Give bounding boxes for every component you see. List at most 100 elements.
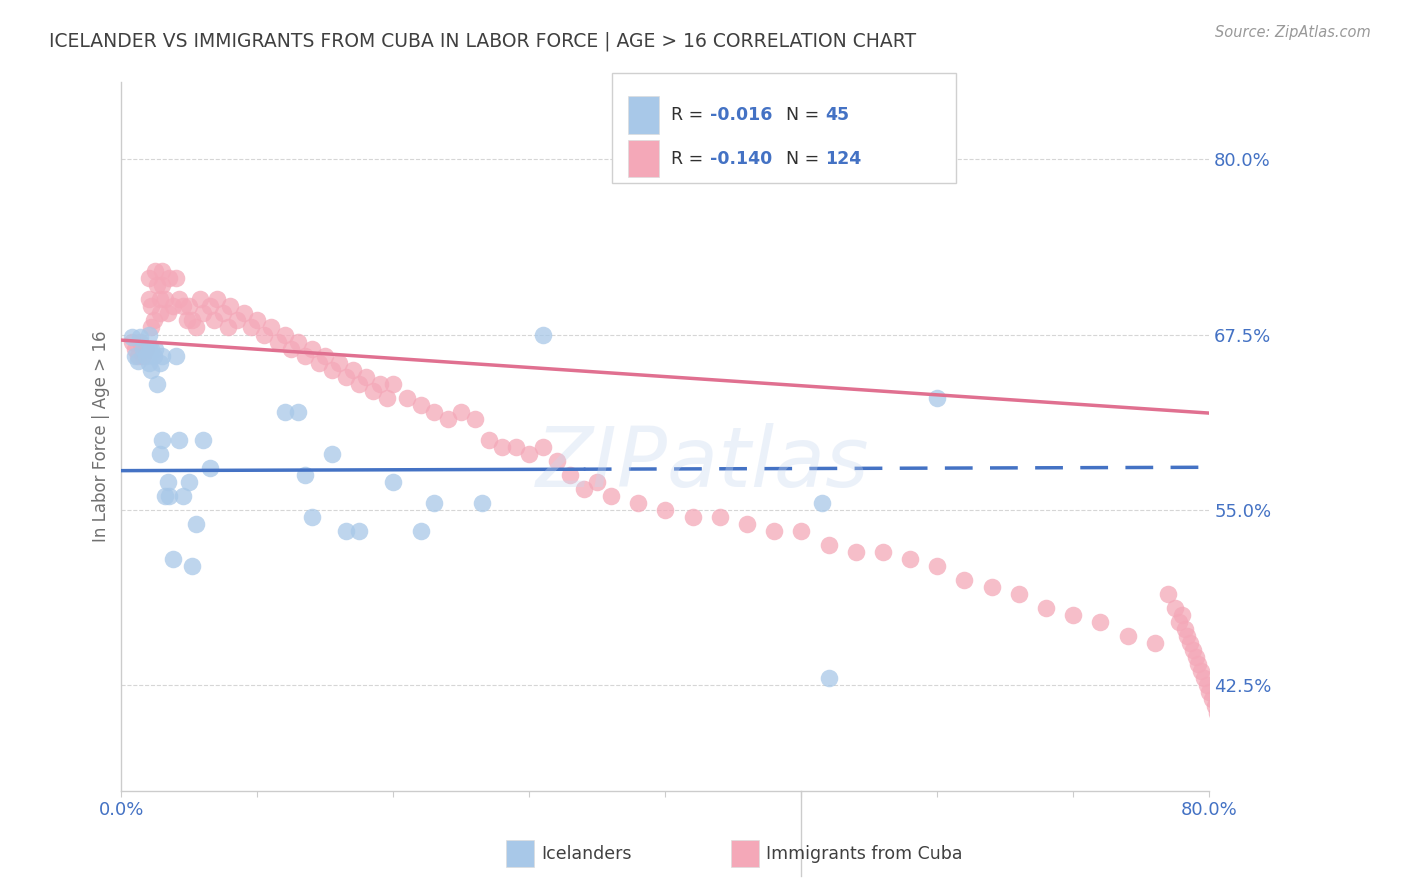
- Text: -0.140: -0.140: [710, 150, 772, 168]
- Point: [682, 510, 704, 524]
- Point: [1209, 714, 1232, 728]
- Point: [1184, 650, 1206, 665]
- Point: [735, 516, 758, 531]
- Point: [143, 313, 166, 327]
- Point: [301, 510, 323, 524]
- Point: [188, 293, 211, 307]
- Point: [121, 334, 143, 349]
- Point: [349, 524, 371, 538]
- Point: [423, 496, 446, 510]
- Point: [1220, 741, 1243, 756]
- Point: [165, 349, 187, 363]
- Point: [382, 475, 405, 489]
- Point: [167, 293, 190, 307]
- Point: [1215, 727, 1237, 741]
- Point: [314, 349, 336, 363]
- Point: [141, 300, 163, 314]
- Point: [505, 440, 527, 454]
- Point: [124, 342, 146, 356]
- Point: [477, 433, 499, 447]
- Point: [817, 671, 839, 685]
- Point: [267, 334, 290, 349]
- Point: [198, 460, 221, 475]
- Point: [423, 405, 446, 419]
- Point: [1233, 770, 1256, 784]
- Point: [179, 300, 201, 314]
- Point: [150, 349, 173, 363]
- Point: [294, 349, 316, 363]
- Point: [129, 334, 152, 349]
- Point: [409, 524, 432, 538]
- Point: [349, 376, 371, 391]
- Text: ZIPatlas: ZIPatlas: [536, 424, 870, 504]
- Point: [872, 545, 894, 559]
- Point: [212, 306, 235, 320]
- Text: R =: R =: [671, 106, 709, 124]
- Point: [148, 355, 170, 369]
- Point: [135, 349, 157, 363]
- Point: [156, 475, 179, 489]
- Point: [138, 355, 160, 369]
- Point: [1204, 699, 1226, 714]
- Point: [138, 271, 160, 285]
- Point: [471, 496, 494, 510]
- Y-axis label: In Labor Force | Age > 16: In Labor Force | Age > 16: [93, 331, 110, 542]
- Point: [186, 516, 208, 531]
- Point: [1192, 671, 1215, 685]
- Point: [980, 580, 1002, 594]
- Text: R =: R =: [671, 150, 709, 168]
- Point: [141, 320, 163, 334]
- Point: [600, 489, 623, 503]
- Point: [172, 489, 194, 503]
- Text: ICELANDER VS IMMIGRANTS FROM CUBA IN LABOR FORCE | AGE > 16 CORRELATION CHART: ICELANDER VS IMMIGRANTS FROM CUBA IN LAB…: [49, 31, 917, 51]
- Text: N =: N =: [786, 150, 825, 168]
- Point: [1222, 748, 1244, 763]
- Point: [817, 538, 839, 552]
- Point: [1062, 608, 1084, 623]
- Point: [127, 354, 149, 368]
- Point: [464, 411, 486, 425]
- Point: [260, 320, 283, 334]
- Point: [1164, 601, 1187, 615]
- Text: 45: 45: [825, 106, 849, 124]
- Point: [1090, 615, 1112, 630]
- Point: [342, 362, 364, 376]
- Point: [1225, 756, 1247, 770]
- Point: [491, 440, 513, 454]
- Point: [586, 475, 609, 489]
- Point: [141, 362, 163, 376]
- Point: [176, 313, 198, 327]
- Point: [138, 293, 160, 307]
- Point: [198, 300, 221, 314]
- Point: [205, 293, 228, 307]
- Point: [150, 264, 173, 278]
- Point: [253, 327, 276, 342]
- Point: [328, 355, 350, 369]
- Point: [121, 330, 143, 344]
- Point: [150, 278, 173, 293]
- Point: [129, 330, 152, 344]
- Point: [1230, 770, 1253, 784]
- Point: [153, 293, 176, 307]
- Point: [165, 271, 187, 285]
- Point: [321, 362, 343, 376]
- Point: [1177, 629, 1199, 643]
- Point: [361, 384, 384, 398]
- Point: [273, 405, 295, 419]
- Point: [1218, 734, 1240, 748]
- Point: [531, 440, 554, 454]
- Point: [1035, 601, 1057, 615]
- Point: [280, 342, 302, 356]
- Point: [146, 278, 169, 293]
- Point: [1212, 721, 1234, 735]
- Point: [531, 327, 554, 342]
- Point: [287, 334, 309, 349]
- Point: [202, 313, 225, 327]
- Point: [560, 467, 582, 482]
- Point: [790, 524, 813, 538]
- Text: Immigrants from Cuba: Immigrants from Cuba: [766, 845, 963, 863]
- Point: [1187, 657, 1209, 672]
- Point: [572, 482, 595, 496]
- Point: [148, 447, 170, 461]
- Text: -0.016: -0.016: [710, 106, 772, 124]
